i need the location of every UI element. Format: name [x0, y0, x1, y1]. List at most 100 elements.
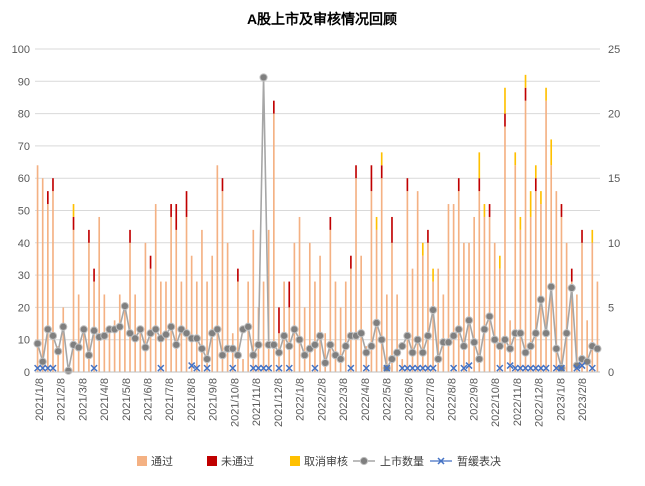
- bar-通过: [560, 216, 563, 372]
- point-暂缓表决: [311, 364, 319, 372]
- point-上市数量: [274, 348, 284, 357]
- point-上市数量: [387, 354, 397, 364]
- bar-通过: [540, 204, 542, 372]
- point-上市数量: [485, 312, 494, 321]
- point-上市数量: [48, 331, 58, 340]
- bar-通过: [154, 204, 157, 372]
- point-上市数量: [547, 282, 556, 291]
- point-上市数量: [310, 340, 320, 349]
- point-暂缓表决: [408, 364, 417, 372]
- bar-通过: [406, 191, 409, 372]
- x-tick-label: 2021/12/8: [273, 378, 285, 427]
- point-暂缓表决: [552, 364, 560, 372]
- bar-通过: [344, 281, 347, 372]
- point-暂缓表决: [188, 362, 196, 370]
- bar-通过: [488, 216, 491, 372]
- point-上市数量: [341, 342, 350, 351]
- point-上市数量: [521, 348, 530, 357]
- point-上市数量: [167, 322, 176, 331]
- point-暂缓表决: [588, 364, 596, 372]
- axes: 0 10 20 30 40 50 60 70 80 90 100 0 5 10 15 20 25 2021/1/8…: [12, 44, 621, 427]
- bar-通过: [226, 242, 229, 372]
- point-暂缓表决: [275, 364, 283, 372]
- point-上市数量: [593, 344, 602, 353]
- right-tick-label: 25: [608, 44, 620, 56]
- bar-通过: [252, 229, 255, 372]
- point-上市数量: [136, 325, 145, 334]
- point-上市数量: [141, 343, 150, 352]
- point-上市数量: [249, 351, 258, 360]
- point-上市数量: [197, 344, 207, 353]
- point-上市数量: [33, 339, 42, 348]
- point-上市数量: [54, 347, 63, 356]
- bar-未通过: [149, 255, 152, 269]
- left-tick-label: 60: [18, 173, 30, 185]
- left-tick-label: 0: [24, 367, 30, 379]
- bar-未通过: [581, 229, 583, 243]
- left-tick-label: 100: [12, 44, 30, 56]
- bar-通过: [288, 307, 291, 372]
- bar-通过: [149, 268, 152, 372]
- point-暂缓表决: [193, 364, 201, 372]
- bar-通过: [375, 229, 378, 372]
- point-暂缓表决: [465, 362, 473, 370]
- point-上市数量: [536, 295, 546, 304]
- point-暂缓表决: [34, 364, 42, 372]
- point-上市数量: [506, 344, 515, 353]
- bar-未通过: [72, 216, 75, 230]
- point-上市数量: [418, 348, 427, 357]
- bar-通过: [221, 191, 224, 372]
- point-上市数量: [357, 329, 366, 338]
- point-暂缓表决: [229, 364, 237, 372]
- left-tick-label: 70: [18, 141, 30, 153]
- point-暂缓表决: [49, 364, 57, 372]
- point-上市数量: [413, 335, 422, 344]
- point-上市数量: [490, 335, 499, 344]
- point-上市数量: [280, 331, 289, 340]
- point-暂缓表决: [398, 364, 406, 372]
- x-tick-label: 2021/10/8: [229, 378, 241, 427]
- point-上市数量: [336, 354, 345, 364]
- bar-未通过: [93, 268, 95, 282]
- bar-通过: [72, 229, 75, 372]
- bar-未通过: [170, 204, 172, 217]
- point-暂缓表决: [44, 364, 52, 372]
- point-上市数量: [434, 354, 443, 364]
- bar-通过: [396, 294, 398, 372]
- bar-通过: [514, 165, 517, 372]
- point-上市数量: [79, 325, 88, 334]
- legend-marker-上市数量: [359, 456, 369, 466]
- bar-通过: [370, 191, 373, 372]
- bar-通过: [339, 307, 342, 372]
- point-上市数量: [367, 342, 376, 351]
- bar-通过: [201, 229, 203, 372]
- point-上市数量: [516, 329, 525, 338]
- bar-通过: [432, 281, 434, 372]
- bar-通过: [113, 320, 116, 372]
- bar-通过: [108, 333, 111, 372]
- legend-swatch-通过: [137, 456, 147, 466]
- x-tick-label: 2022/1/8: [295, 378, 307, 421]
- bar-未通过: [52, 178, 54, 192]
- bar-通过: [452, 204, 455, 372]
- point-上市数量: [541, 329, 551, 338]
- bar-通过: [216, 165, 219, 372]
- bar-取消审核: [524, 74, 527, 88]
- bar-取消审核: [545, 87, 547, 101]
- bar-通过: [457, 191, 460, 372]
- bar-通过: [303, 307, 306, 372]
- bar-通过: [473, 216, 475, 372]
- point-上市数量: [295, 335, 304, 344]
- point-上市数量: [470, 338, 479, 347]
- point-上市数量: [531, 329, 540, 338]
- point-暂缓表决: [532, 364, 540, 372]
- bar-通过: [36, 165, 39, 372]
- left-tick-label: 30: [18, 270, 30, 282]
- bar-通过: [273, 113, 275, 372]
- point-上市数量: [398, 342, 407, 351]
- bar-未通过: [47, 191, 49, 205]
- bar-通过: [427, 242, 429, 372]
- bar-通过: [576, 294, 578, 372]
- point-暂缓表决: [557, 364, 566, 372]
- bar-未通过: [175, 204, 178, 230]
